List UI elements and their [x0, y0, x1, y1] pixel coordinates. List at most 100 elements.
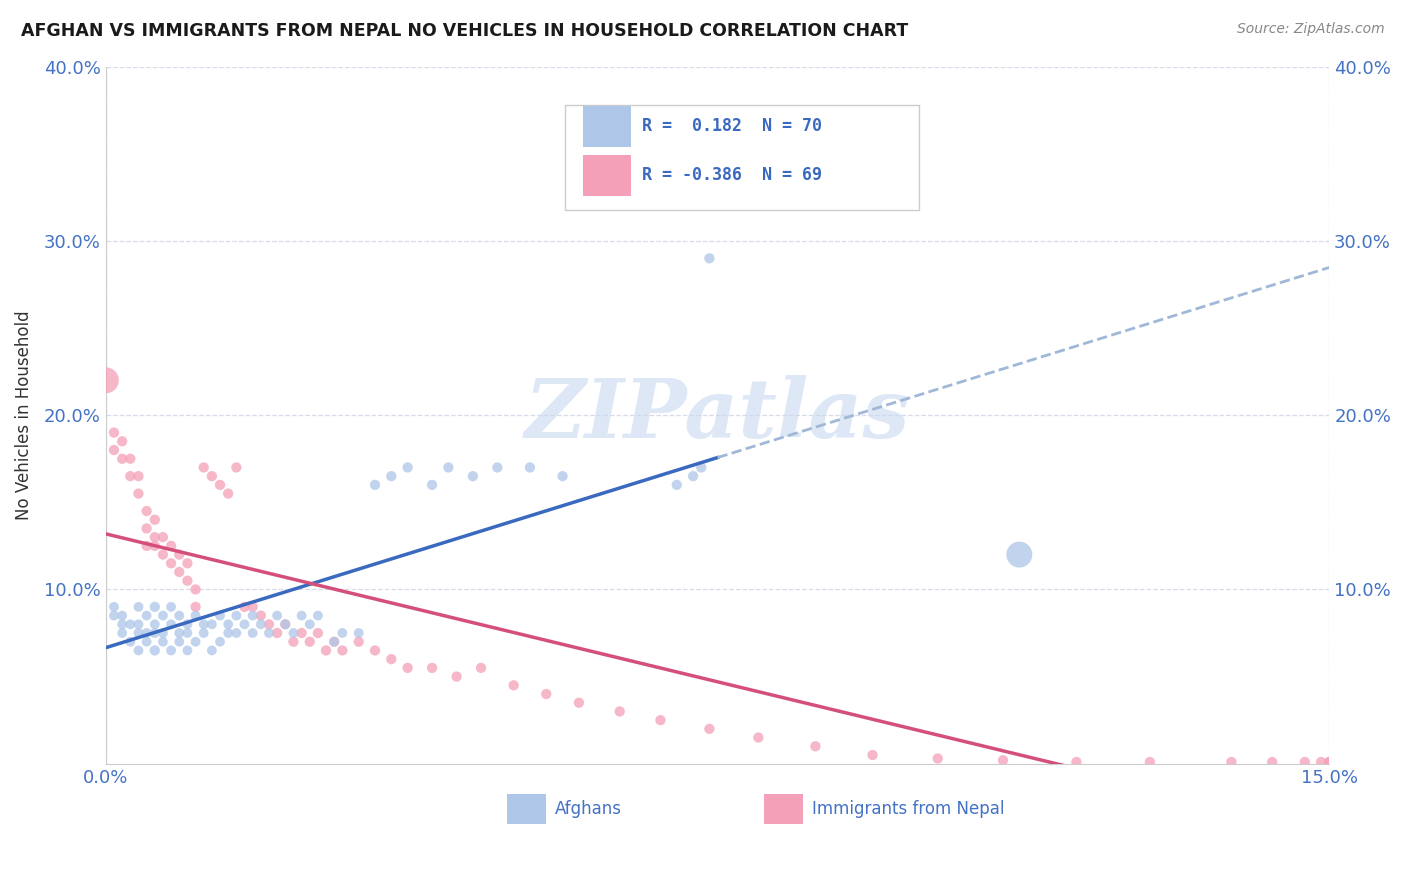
Point — [120, 469, 142, 483]
Point — [862, 747, 884, 762]
Point — [250, 608, 273, 623]
Point — [519, 460, 541, 475]
Point — [257, 617, 280, 632]
Point — [283, 634, 305, 648]
Point — [747, 731, 769, 745]
Point — [332, 643, 354, 657]
Point — [176, 617, 198, 632]
Point — [283, 626, 305, 640]
Point — [167, 626, 190, 640]
Text: AFGHAN VS IMMIGRANTS FROM NEPAL NO VEHICLES IN HOUSEHOLD CORRELATION CHART: AFGHAN VS IMMIGRANTS FROM NEPAL NO VEHIC… — [21, 22, 908, 40]
Point — [364, 643, 387, 657]
Point — [111, 608, 134, 623]
Point — [160, 557, 183, 571]
Point — [127, 643, 149, 657]
Point — [167, 634, 190, 648]
Point — [184, 599, 207, 614]
Point — [160, 539, 183, 553]
Point — [176, 626, 198, 640]
Point — [307, 626, 329, 640]
Point — [135, 634, 157, 648]
Point — [1317, 755, 1340, 769]
Point — [225, 608, 247, 623]
Text: ZIPatlas: ZIPatlas — [524, 376, 910, 455]
Point — [193, 626, 215, 640]
Point — [364, 478, 387, 492]
Point — [143, 599, 166, 614]
Point — [486, 460, 509, 475]
Point — [1139, 755, 1161, 769]
Point — [332, 626, 354, 640]
Point — [152, 626, 174, 640]
Point — [690, 460, 713, 475]
Point — [193, 617, 215, 632]
Point — [380, 652, 402, 666]
Point — [217, 486, 239, 500]
Y-axis label: No Vehicles in Household: No Vehicles in Household — [15, 310, 32, 520]
Point — [143, 513, 166, 527]
Point — [291, 626, 314, 640]
Point — [291, 608, 314, 623]
Point — [111, 617, 134, 632]
Point — [167, 565, 190, 579]
Point — [551, 469, 574, 483]
Point — [242, 608, 264, 623]
Point — [176, 574, 198, 588]
Point — [347, 626, 370, 640]
Point — [233, 617, 256, 632]
FancyBboxPatch shape — [583, 106, 631, 147]
Point — [111, 434, 134, 449]
Point — [257, 626, 280, 640]
Point — [103, 599, 125, 614]
Point — [609, 705, 631, 719]
Text: R =  0.182  N = 70: R = 0.182 N = 70 — [641, 118, 821, 136]
Point — [250, 617, 273, 632]
Point — [420, 478, 443, 492]
Point — [225, 460, 247, 475]
Point — [127, 469, 149, 483]
Point — [1317, 755, 1340, 769]
Point — [111, 451, 134, 466]
FancyBboxPatch shape — [763, 794, 803, 824]
Point — [217, 626, 239, 640]
Point — [298, 634, 321, 648]
Point — [242, 626, 264, 640]
Point — [208, 478, 231, 492]
Point — [991, 753, 1014, 767]
FancyBboxPatch shape — [583, 154, 631, 195]
Point — [184, 608, 207, 623]
Point — [201, 469, 224, 483]
Point — [536, 687, 558, 701]
Point — [103, 608, 125, 623]
Point — [396, 661, 419, 675]
Point — [167, 548, 190, 562]
Point — [143, 643, 166, 657]
Text: Source: ZipAtlas.com: Source: ZipAtlas.com — [1237, 22, 1385, 37]
Point — [135, 521, 157, 535]
Point — [135, 626, 157, 640]
Point — [127, 617, 149, 632]
Point — [127, 599, 149, 614]
Point — [135, 539, 157, 553]
Point — [682, 469, 704, 483]
Point — [127, 486, 149, 500]
Point — [470, 661, 492, 675]
Point — [160, 643, 183, 657]
Point — [135, 608, 157, 623]
Point — [135, 504, 157, 518]
Point — [160, 599, 183, 614]
Point — [225, 626, 247, 640]
Text: Immigrants from Nepal: Immigrants from Nepal — [811, 800, 1004, 818]
Point — [217, 617, 239, 632]
Point — [502, 678, 524, 692]
Point — [446, 670, 468, 684]
Point — [143, 530, 166, 544]
Point — [152, 608, 174, 623]
Point — [152, 530, 174, 544]
Point — [143, 626, 166, 640]
Point — [380, 469, 402, 483]
Point — [193, 460, 215, 475]
Point — [927, 751, 949, 765]
Point — [1066, 755, 1088, 769]
Point — [1294, 755, 1316, 769]
